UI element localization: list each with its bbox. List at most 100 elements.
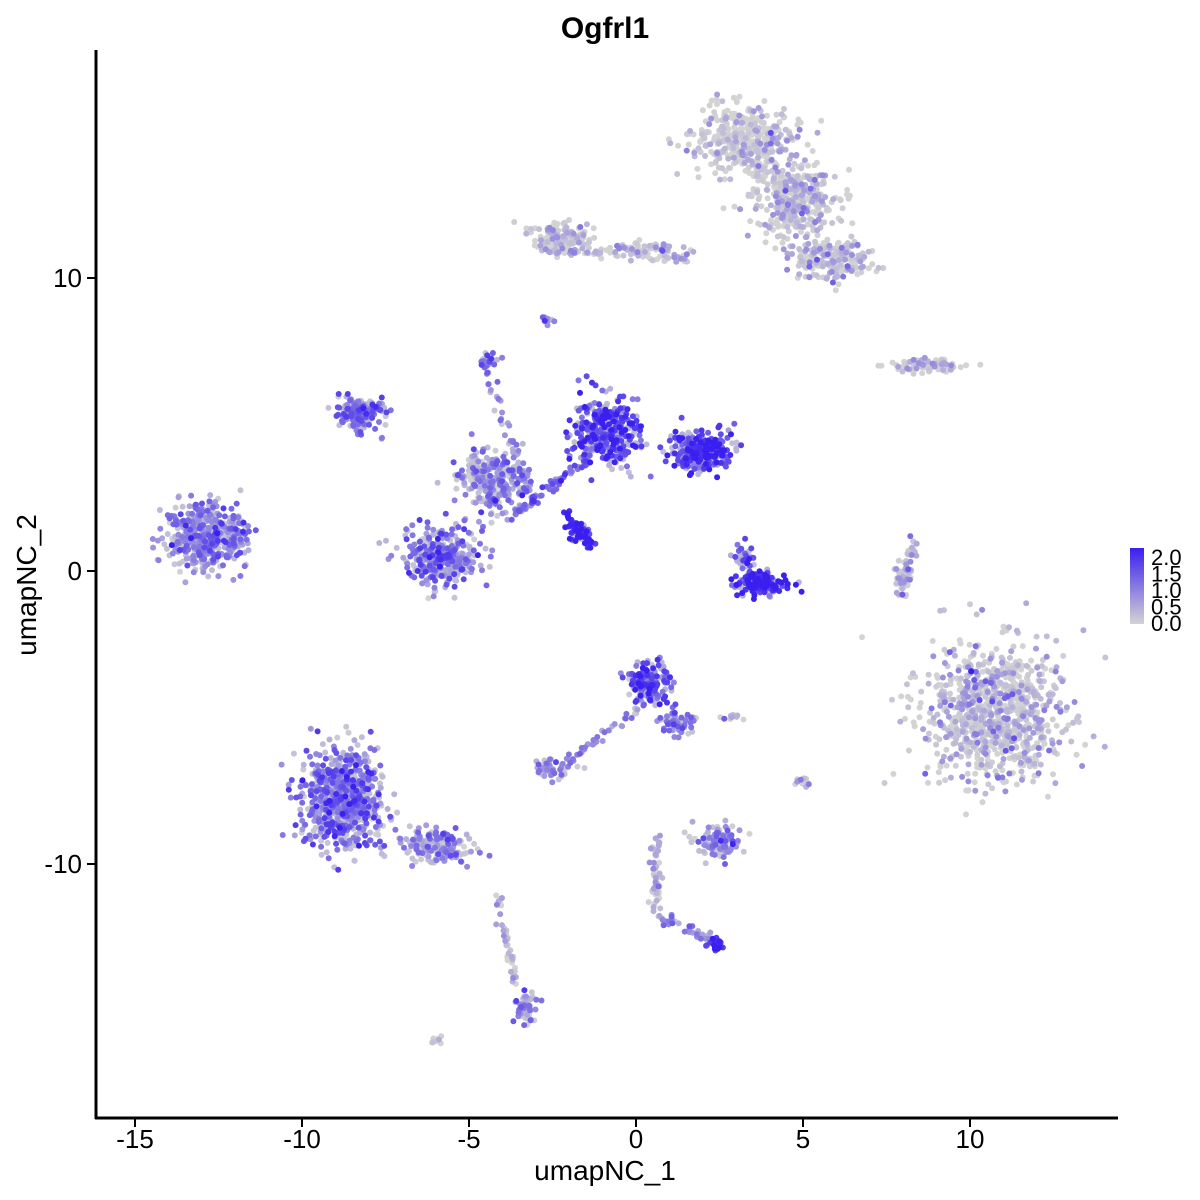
cell-point [1041, 740, 1048, 747]
cell-point [578, 414, 585, 421]
cell-point [1101, 743, 1108, 750]
cell-point [493, 921, 500, 928]
cell-point [536, 767, 543, 774]
cell-point [996, 700, 1003, 707]
cell-point [347, 845, 354, 852]
cell-point [163, 545, 170, 552]
cell-point [482, 545, 489, 552]
cell-point [1036, 678, 1043, 685]
cell-point [898, 693, 905, 700]
cell-point [1049, 740, 1056, 747]
cell-point [747, 218, 754, 225]
cell-point [300, 761, 307, 768]
cell-point [769, 135, 776, 142]
cell-point [945, 713, 952, 720]
cell-point [1060, 652, 1067, 659]
cell-point [858, 269, 865, 276]
cell-point [901, 715, 908, 722]
cell-point [657, 905, 664, 912]
cell-point [611, 721, 618, 727]
cell-point [618, 465, 625, 471]
cell-point [721, 145, 728, 152]
cell-point [1018, 768, 1025, 775]
cell-point [830, 196, 837, 203]
cell-point [1018, 666, 1025, 673]
cell-point [791, 160, 798, 167]
cell-point [645, 899, 652, 906]
cell-point [937, 763, 944, 770]
cell-point [819, 219, 826, 226]
cell-point [986, 718, 993, 725]
cell-point [1006, 770, 1013, 777]
cell-point [828, 268, 835, 275]
cell-point [245, 547, 252, 554]
cell-point [764, 169, 771, 176]
cell-point [845, 195, 852, 202]
cell-point [943, 734, 950, 741]
cell-point [471, 536, 478, 543]
cell-point [974, 751, 981, 758]
cell-point [310, 827, 317, 834]
cell-point [325, 404, 332, 411]
cell-point [383, 537, 389, 544]
cell-point [721, 843, 728, 850]
cell-point [391, 791, 398, 798]
cell-point [794, 173, 801, 180]
cell-point [737, 206, 744, 213]
cell-point [959, 706, 966, 713]
cell-point [376, 419, 382, 425]
cell-point [510, 454, 517, 461]
cell-point [963, 787, 970, 794]
cell-point [981, 707, 987, 714]
cell-point [935, 769, 942, 776]
cell-point [1063, 704, 1070, 711]
cell-point [813, 272, 820, 279]
cell-point [812, 238, 818, 245]
cell-point [376, 540, 383, 546]
cell-point [571, 249, 578, 256]
cell-point [406, 823, 413, 830]
cell-point [708, 97, 715, 104]
cell-point [747, 121, 754, 128]
cell-point [736, 112, 743, 119]
cell-point [462, 491, 469, 498]
cell-point [570, 230, 577, 237]
cell-point [549, 235, 556, 242]
cell-point [538, 997, 545, 1004]
cell-point [792, 193, 799, 200]
cell-point [367, 829, 374, 836]
cell-point [324, 839, 331, 846]
cell-point [179, 503, 186, 510]
cell-point [627, 257, 634, 264]
cell-point [948, 362, 955, 369]
cell-point [702, 860, 709, 867]
cell-point [803, 246, 810, 253]
cell-point [508, 968, 514, 975]
cell-point [775, 199, 781, 206]
cell-point [230, 576, 237, 583]
cell-point [620, 252, 627, 259]
cell-point [590, 225, 597, 232]
cell-point [728, 714, 735, 721]
cell-point [508, 953, 515, 960]
cell-point [1090, 733, 1097, 740]
cell-point [924, 764, 931, 771]
cell-point [204, 561, 211, 568]
cell-point [661, 252, 668, 259]
cell-point [778, 111, 785, 118]
cell-point [993, 645, 1000, 652]
cell-point [649, 257, 656, 264]
cell-point [958, 745, 965, 752]
cell-point [1045, 728, 1052, 735]
cell-point [875, 264, 882, 271]
cell-point [826, 242, 833, 249]
cell-point [678, 255, 684, 262]
cell-point [1030, 688, 1037, 695]
cell-point [237, 487, 244, 494]
cell-point [947, 671, 953, 678]
cell-point [237, 573, 244, 579]
cell-point [742, 135, 749, 142]
cell-point [1018, 695, 1025, 702]
cell-point [403, 526, 410, 533]
cell-point [777, 180, 784, 187]
